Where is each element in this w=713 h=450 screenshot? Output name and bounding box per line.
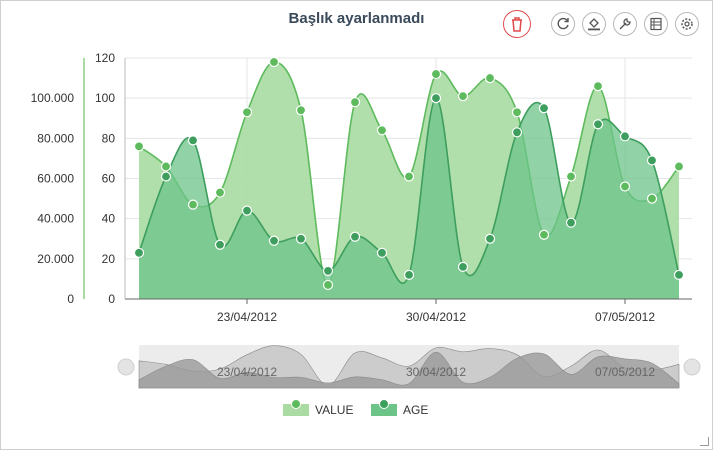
data-point-age xyxy=(457,261,469,272)
data-point-value xyxy=(349,97,361,108)
refresh-icon xyxy=(557,17,569,30)
legend-swatch-age xyxy=(371,399,397,416)
data-point-value xyxy=(511,107,523,118)
y-tick-label-left: 40.000 xyxy=(37,212,74,226)
data-point-value xyxy=(322,279,334,291)
data-point-age xyxy=(322,265,334,276)
data-point-value xyxy=(376,125,388,136)
y-tick-label-left: 0 xyxy=(67,292,74,306)
y-tick-label: 80 xyxy=(102,131,116,145)
gear-icon xyxy=(681,18,693,30)
data-point-age xyxy=(214,239,226,250)
data-point-age xyxy=(592,119,604,130)
navigator-handle-left[interactable] xyxy=(117,358,135,376)
data-point-value xyxy=(295,105,307,116)
data-point-age xyxy=(241,205,253,216)
y-tick-label: 120 xyxy=(95,51,115,65)
y-tick-label-left: 60.000 xyxy=(37,172,74,186)
navigator-handle-right[interactable] xyxy=(683,358,701,376)
y-tick-label: 100 xyxy=(95,91,115,105)
data-point-age xyxy=(403,269,415,280)
data-point-age xyxy=(511,127,523,138)
navigator-tick-label: 23/04/2012 xyxy=(217,365,277,379)
data-point-age xyxy=(187,135,199,146)
data-point-age xyxy=(430,93,442,104)
navigator: 23/04/2012 30/04/2012 07/05/2012 xyxy=(117,345,701,389)
data-point-value xyxy=(187,199,199,210)
legend-label-age: AGE xyxy=(403,403,429,417)
chart-title: Başlık ayarlanmadı xyxy=(288,10,425,27)
wrench-icon xyxy=(619,18,631,30)
data-point-value xyxy=(619,181,631,192)
legend-swatch-value xyxy=(283,399,309,416)
series-area-age xyxy=(139,98,679,299)
y-tick-label-left: 20.000 xyxy=(37,252,74,266)
data-point-age xyxy=(619,131,631,142)
data-point-age xyxy=(295,233,307,244)
data-point-age xyxy=(133,247,145,258)
y-tick-label: 20 xyxy=(102,252,116,266)
data-point-age xyxy=(160,171,172,182)
data-point-value xyxy=(160,161,172,172)
data-point-value xyxy=(673,161,685,172)
data-point-age xyxy=(538,103,550,114)
navigator-tick-label: 30/04/2012 xyxy=(406,365,466,379)
y-tick-label-left: 100.000 xyxy=(31,91,75,105)
data-point-age xyxy=(646,155,658,166)
legend-item-age[interactable]: AGE xyxy=(371,399,429,417)
data-point-value xyxy=(403,171,415,182)
delete-button[interactable] xyxy=(503,10,531,38)
table-button[interactable] xyxy=(644,12,668,36)
wrench-button[interactable] xyxy=(613,12,637,36)
refresh-button[interactable] xyxy=(551,12,575,36)
series-line-age xyxy=(138,97,680,285)
y-tick-label: 60 xyxy=(102,172,116,186)
data-point-value xyxy=(646,193,658,204)
data-point-value xyxy=(538,229,550,240)
legend-label-value: VALUE xyxy=(315,403,354,417)
table-icon xyxy=(650,17,662,31)
legend-item-value[interactable]: VALUE xyxy=(283,399,354,417)
navigator-area xyxy=(138,351,680,389)
series-points-value xyxy=(133,56,685,291)
data-point-age xyxy=(349,231,361,242)
data-point-value xyxy=(457,91,469,102)
data-point-value xyxy=(484,72,496,84)
y-tick-label-left: 80.000 xyxy=(37,131,74,145)
data-point-value xyxy=(430,68,442,80)
data-point-value xyxy=(592,81,604,92)
x-tick-label: 23/04/2012 xyxy=(217,310,277,324)
data-point-value xyxy=(565,171,577,182)
data-point-value xyxy=(133,141,145,152)
data-point-age xyxy=(268,235,280,246)
x-tick-label: 30/04/2012 xyxy=(406,310,466,324)
paint-bucket-icon xyxy=(588,18,600,31)
series-points-age xyxy=(133,93,685,280)
data-point-age xyxy=(484,233,496,244)
data-point-value xyxy=(241,107,253,118)
settings-button[interactable] xyxy=(675,12,699,36)
trash-icon xyxy=(512,17,522,32)
y-tick-label: 40 xyxy=(102,212,116,226)
data-point-value xyxy=(214,187,226,198)
data-point-age xyxy=(376,247,388,258)
resize-handle[interactable] xyxy=(700,437,709,446)
x-tick-label: 07/05/2012 xyxy=(595,310,655,324)
data-point-age xyxy=(673,269,685,280)
y-tick-label: 0 xyxy=(108,292,115,306)
fill-button[interactable] xyxy=(582,12,606,36)
navigator-tick-label: 07/05/2012 xyxy=(595,365,655,379)
data-point-value xyxy=(268,56,280,68)
data-point-age xyxy=(565,217,577,228)
